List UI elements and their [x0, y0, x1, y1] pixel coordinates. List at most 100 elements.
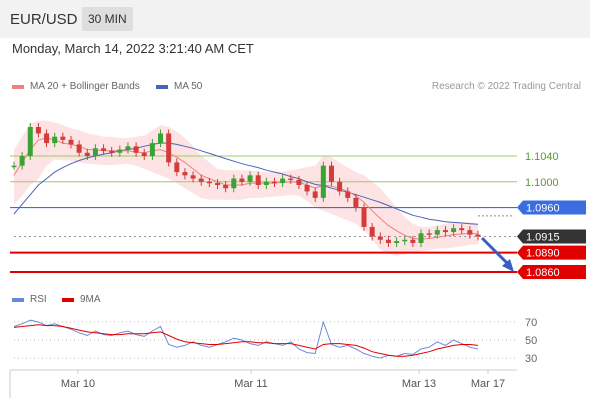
candle-body — [296, 179, 302, 185]
candle-body — [206, 181, 212, 184]
candle-body — [312, 191, 318, 198]
legend-rsi: RSI — [12, 294, 47, 305]
candle-body — [68, 139, 74, 145]
rsi-tick-30: 30 — [525, 353, 537, 365]
candle-body — [459, 228, 465, 231]
candle-body — [361, 207, 367, 227]
level-label-1-1000: 1.1000 — [525, 177, 559, 189]
candle-body — [394, 241, 400, 243]
candle-body — [353, 197, 359, 208]
candle-body — [133, 146, 139, 153]
level-tag-1-0890 — [517, 245, 586, 260]
candle-body — [149, 143, 155, 156]
bollinger-band-area — [14, 120, 478, 256]
candle-body — [410, 239, 416, 243]
candle-body — [141, 152, 147, 156]
research-credit: Research © 2022 Trading Central — [431, 81, 581, 92]
instrument-title: EUR/USD — [10, 11, 78, 28]
level-label-1-1040: 1.1040 — [525, 151, 559, 163]
rsi-tick-50: 50 — [525, 335, 537, 347]
candle-body — [263, 181, 269, 185]
candle-body — [101, 148, 107, 151]
candle-body — [174, 162, 180, 173]
price-panel: 1.1040 1.1000 1.0960 1.0915 1.0890 1.0860 — [10, 120, 586, 279]
candle-body — [19, 156, 25, 166]
candle-body — [35, 127, 41, 134]
candle-body — [27, 127, 33, 156]
legend-ma50: MA 50 — [156, 81, 202, 92]
ma20-line — [13, 137, 479, 240]
candle-body — [402, 239, 408, 242]
candle-body — [442, 230, 448, 233]
candle-body — [247, 175, 253, 182]
candle-body — [76, 144, 82, 153]
candle-body — [109, 150, 115, 153]
candle-body — [92, 148, 98, 156]
candle-body — [271, 181, 277, 184]
candle-body — [288, 178, 294, 181]
candle-body — [190, 175, 196, 179]
x-tick-label: Mar 10 — [61, 378, 95, 390]
level-label-1-0960: 1.0960 — [526, 203, 560, 215]
candle-body — [337, 181, 343, 192]
forecast-arrow-shaft — [480, 236, 510, 266]
candle-body — [434, 230, 440, 235]
candle-body — [255, 175, 261, 185]
chart-datetime: Monday, March 14, 2022 3:21:40 AM CET — [12, 41, 254, 56]
level-tag-1-0915 — [517, 229, 586, 244]
candle-body — [385, 239, 391, 243]
rsi-ma-swatch-icon — [62, 297, 74, 302]
legend-ma50-label: MA 50 — [174, 81, 203, 92]
legend-ma-bb: MA 20 + Bollinger Bands — [12, 81, 140, 92]
candle-body — [451, 228, 457, 233]
candle-body — [231, 178, 237, 189]
ma50-swatch-icon — [156, 84, 168, 89]
x-axis-labels: Mar 10 Mar 11 Mar 13 Mar 17 — [61, 370, 505, 390]
candle-body — [166, 133, 172, 163]
candle-body — [223, 185, 229, 189]
candle-body — [158, 133, 164, 144]
candle-body — [60, 136, 66, 140]
candle-body — [215, 183, 221, 185]
level-label-1-0890: 1.0890 — [526, 248, 560, 260]
ma20-swatch-icon — [12, 84, 24, 89]
x-tick-label: Mar 17 — [471, 378, 505, 390]
rsi-ma-line — [13, 324, 479, 357]
candle-body — [44, 133, 50, 144]
forecast-arrow-head-icon — [502, 259, 514, 272]
candle-body — [345, 191, 351, 198]
rsi-swatch-icon — [12, 297, 24, 302]
candle-body — [320, 165, 326, 198]
candle-body — [11, 165, 17, 168]
candle-body — [369, 226, 375, 237]
candle-body — [467, 230, 473, 235]
rsi-panel: 70 50 30 — [13, 317, 537, 365]
candle-body — [280, 178, 286, 184]
candle-body — [304, 185, 310, 192]
candle-body — [84, 152, 90, 156]
candle-body — [198, 178, 204, 182]
candle-body — [475, 234, 481, 237]
legend-9ma: 9MA — [62, 294, 101, 305]
candle-body — [328, 165, 334, 182]
candle-body — [418, 233, 424, 243]
level-label-1-0860: 1.0860 — [526, 267, 560, 279]
legend-9ma-label: 9MA — [80, 294, 101, 305]
candle-body — [117, 149, 123, 153]
candle-body — [377, 236, 383, 240]
candle-body — [182, 172, 188, 176]
rsi-tick-70: 70 — [525, 317, 537, 329]
candle-body — [239, 178, 245, 182]
level-label-1-0915: 1.0915 — [526, 232, 560, 244]
legend-ma-bb-label: MA 20 + Bollinger Bands — [30, 81, 140, 92]
x-tick-label: Mar 11 — [234, 378, 267, 390]
timeframe-badge[interactable]: 30 MIN — [82, 7, 133, 31]
candle-body — [426, 233, 432, 235]
level-tag-1-0960 — [517, 200, 586, 215]
legend-rsi-label: RSI — [30, 294, 47, 305]
candle-body — [52, 136, 58, 144]
ma50-line — [13, 142, 479, 225]
candle-body — [125, 146, 131, 150]
x-tick-label: Mar 13 — [402, 378, 436, 390]
